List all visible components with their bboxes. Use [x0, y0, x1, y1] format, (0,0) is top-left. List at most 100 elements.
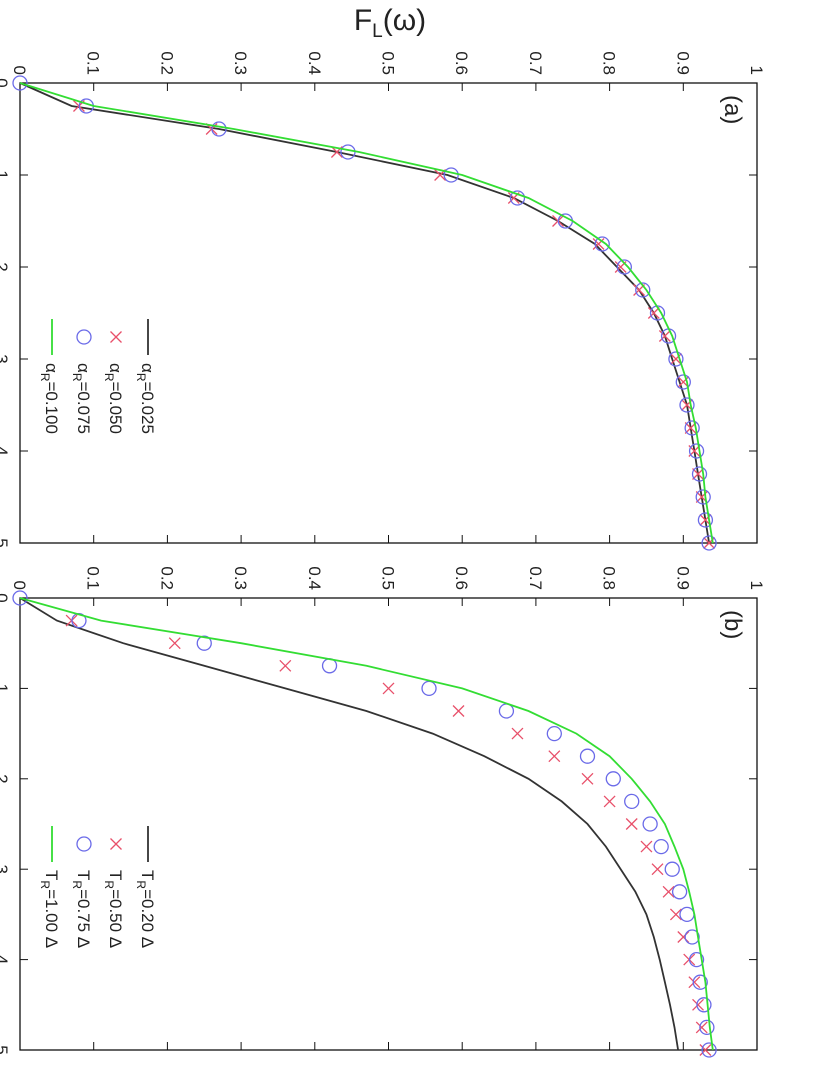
cross-point-a: [592, 238, 605, 250]
y-tick-label-b: 0.1: [84, 566, 103, 590]
cross-point-b: [581, 772, 594, 785]
series-line-b-3: [19, 597, 714, 1051]
y-tick-label-b: 0.8: [600, 566, 619, 590]
circle-point-a: [691, 466, 708, 482]
x-tick-label-a: 4: [0, 446, 11, 455]
cross-point-a: [658, 330, 671, 342]
x-tick-label-b: 2: [0, 774, 11, 783]
legend-swatch-b: [110, 838, 122, 850]
circle-point-b: [642, 816, 658, 832]
circle-point-a: [668, 351, 684, 367]
x-tick-label-a: 5: [0, 538, 11, 547]
x-tick-label-b: 1: [0, 684, 11, 693]
circle-point-b: [701, 1042, 717, 1058]
cross-point-b: [603, 795, 616, 808]
circle-point-a: [701, 535, 717, 551]
plot-frame-a: [19, 82, 758, 544]
cross-point-a: [669, 353, 682, 365]
circle-point-b: [679, 906, 695, 923]
circle-point-b: [664, 861, 680, 877]
cross-point-b: [452, 705, 465, 717]
x-tick-label-a: 0: [0, 78, 11, 87]
x-tick-label-b: 3: [0, 864, 11, 873]
panel-a: 01234500.10.20.30.40.50.60.70.80.91ω(a)α…: [0, 51, 766, 551]
y-tick-label-a: 0.9: [673, 51, 692, 75]
cross-point-a: [647, 307, 660, 319]
legend-swatch-b: [76, 836, 92, 852]
cross-point-b: [651, 863, 664, 876]
cross-point-b: [511, 727, 524, 740]
x-tick-label-b: 5: [0, 1045, 11, 1054]
legend-swatch-a: [76, 329, 92, 345]
legend-label-b: TR=0.75 Δ: [70, 870, 93, 948]
y-tick-label-b: 0.3: [231, 566, 250, 590]
x-tick-label-a: 1: [0, 170, 11, 179]
y-tick-label-b: 0.5: [379, 566, 398, 590]
cross-point-b: [662, 885, 675, 898]
series-line-b-0: [19, 597, 679, 1051]
y-tick-label-b: 0.2: [157, 566, 176, 590]
cross-point-b: [699, 1044, 712, 1056]
cross-point-b: [688, 976, 701, 989]
circle-point-a: [616, 259, 632, 275]
circle-point-a: [509, 190, 526, 206]
y-tick-label-a: 0.5: [379, 51, 398, 75]
circle-point-a: [695, 489, 711, 505]
legend-label-b: TR=1.00 Δ: [38, 870, 61, 948]
circle-point-a: [684, 420, 700, 436]
x-tick-label-b: 4: [0, 955, 11, 964]
circle-point-b: [498, 703, 515, 719]
circle-point-a: [697, 512, 714, 528]
circle-point-a: [688, 443, 705, 459]
circle-point-a: [340, 144, 356, 160]
figure-ylabel: FL(ω): [354, 4, 426, 42]
circle-point-a: [211, 121, 227, 137]
legend-label-b: TR=0.50 Δ: [102, 870, 125, 948]
figure-ylabel-sub: L: [372, 21, 383, 42]
circle-point-b: [421, 680, 437, 697]
circle-point-b: [605, 771, 621, 787]
cross-point-b: [695, 1021, 708, 1034]
panel-b: 01234500.10.20.30.40.50.60.70.80.91ω(b)T…: [0, 566, 766, 1058]
x-tick-label-a: 3: [0, 354, 11, 363]
plot-frame-b: [19, 597, 758, 1051]
legend-label-a: αR=0.025: [134, 363, 157, 434]
circle-point-b: [546, 725, 562, 742]
legend-label-a: αR=0.100: [38, 363, 61, 434]
y-tick-label-b: 0.9: [673, 566, 692, 590]
y-tick-label-b: 1: [747, 581, 766, 590]
legend-label-a: αR=0.075: [70, 363, 93, 434]
cross-point-b: [640, 840, 653, 853]
y-tick-label-b: 0.6: [452, 566, 471, 590]
circle-point-b: [671, 884, 688, 900]
legend-label-b: TR=0.20 Δ: [134, 870, 157, 948]
cross-point-b: [677, 931, 690, 943]
cross-point-b: [669, 908, 682, 921]
y-tick-label-a: 0: [10, 66, 29, 75]
circle-point-a: [679, 397, 695, 413]
y-tick-label-a: 0.4: [305, 51, 324, 75]
circle-point-b: [688, 951, 705, 968]
circle-point-b: [579, 748, 596, 764]
circle-point-b: [624, 793, 640, 810]
cross-point-b: [692, 998, 704, 1011]
circle-point-a: [675, 374, 691, 390]
legend-label-a: αR=0.050: [102, 363, 125, 434]
circle-point-b: [696, 997, 712, 1013]
circle-point-a: [635, 282, 651, 298]
x-tick-label-b: 0: [0, 593, 11, 602]
cross-point-b: [168, 637, 181, 650]
figure-ylabel-main: F: [354, 4, 372, 37]
cross-point-b: [279, 659, 292, 672]
rotated-figure: FL(ω) 0 1 2 3 4 5 0 0.1 0.2 0.3 0.4 0.5 0.6 0.7 0.8 0.9…: [0, 4, 766, 1058]
x-tick-label-a: 2: [0, 262, 11, 271]
cross-point-b: [625, 818, 638, 830]
panel-label-b: (b): [719, 610, 746, 639]
y-tick-label-b: 0.4: [305, 566, 324, 590]
circle-point-b: [699, 1019, 715, 1036]
series-line-a-3: [19, 82, 714, 544]
cross-point-b: [548, 750, 561, 763]
circle-point-a: [12, 75, 28, 91]
y-tick-label-a: 0.2: [157, 51, 176, 75]
